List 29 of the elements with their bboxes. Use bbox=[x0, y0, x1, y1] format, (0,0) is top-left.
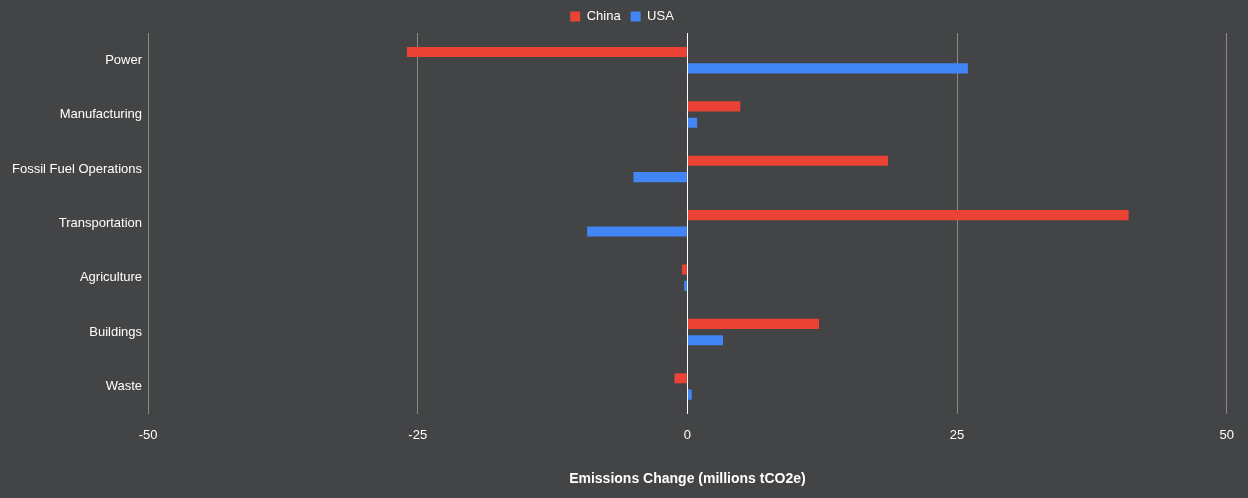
y-tick-label: Fossil Fuel Operations bbox=[11, 160, 143, 176]
bar bbox=[687, 210, 1129, 221]
bar bbox=[687, 318, 820, 329]
y-tick-label: Transportation bbox=[58, 214, 143, 230]
y-tick-label: Waste bbox=[105, 377, 143, 393]
bar bbox=[687, 117, 698, 128]
y-tick-label: Agriculture bbox=[79, 269, 143, 285]
legend-label: China bbox=[586, 8, 622, 24]
legend-label: USA bbox=[647, 8, 675, 24]
bar bbox=[674, 373, 687, 384]
x-tick-label: 50 bbox=[1219, 426, 1234, 442]
bar bbox=[406, 46, 687, 58]
bar bbox=[687, 101, 741, 112]
y-tick-label: Manufacturing bbox=[59, 106, 143, 122]
bar bbox=[687, 155, 889, 166]
x-tick-label: -50 bbox=[138, 426, 158, 442]
x-tick-label: 25 bbox=[949, 426, 965, 442]
y-tick-label: Power bbox=[105, 51, 143, 67]
bar bbox=[682, 264, 687, 275]
bar bbox=[687, 63, 968, 74]
bar bbox=[633, 172, 687, 183]
bar bbox=[587, 226, 687, 237]
bar bbox=[684, 280, 687, 291]
bar bbox=[687, 389, 692, 400]
x-tick-label: 0 bbox=[683, 426, 692, 442]
x-tick-label: -25 bbox=[408, 426, 428, 442]
bar bbox=[687, 335, 724, 346]
y-tick-label: Buildings bbox=[89, 323, 143, 339]
x-axis-title: Emissions Change (millions tCO2e) bbox=[569, 470, 806, 487]
